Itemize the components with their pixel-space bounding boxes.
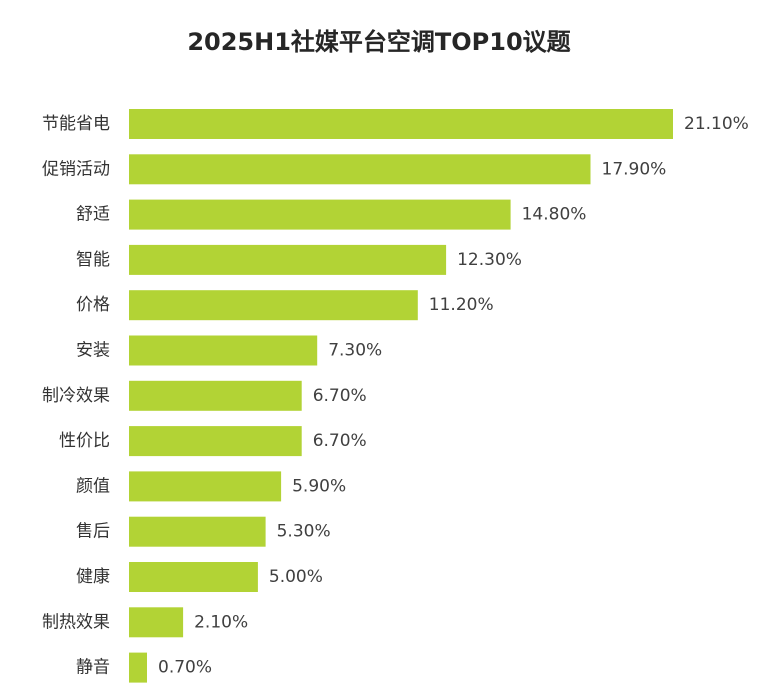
value-label: 5.90% (292, 476, 346, 496)
value-label: 12.30% (457, 250, 522, 270)
chart-title: 2025H1社媒平台空调TOP10议题 (187, 28, 571, 56)
value-label: 2.10% (194, 612, 248, 632)
bar-6 (129, 335, 318, 366)
category-label: 价格 (76, 295, 110, 315)
bar-10 (129, 516, 266, 547)
bar-8 (129, 426, 302, 457)
category-label: 促销活动 (42, 159, 110, 179)
category-label: 制冷效果 (42, 386, 110, 406)
category-label: 舒适 (76, 205, 110, 225)
category-label: 性价比 (59, 431, 110, 451)
value-label: 5.00% (269, 567, 323, 587)
value-label: 6.70% (313, 386, 367, 406)
value-label: 0.70% (158, 658, 212, 678)
category-label: 制热效果 (42, 612, 110, 632)
bar-1 (129, 109, 673, 139)
category-label: 智能 (76, 250, 110, 270)
category-label: 健康 (76, 567, 110, 587)
category-label: 安装 (76, 341, 110, 361)
bar-7 (129, 380, 302, 411)
bar-2 (129, 154, 591, 185)
bar-13 (129, 652, 147, 683)
value-label: 7.30% (328, 341, 382, 361)
bar-5 (129, 290, 418, 321)
value-label: 5.30% (277, 522, 331, 542)
bar-11 (129, 562, 258, 592)
value-label: 11.20% (429, 295, 494, 315)
value-label: 21.10% (684, 114, 749, 134)
category-label: 售后 (76, 522, 110, 542)
category-label: 颜值 (76, 476, 110, 496)
bar-4 (129, 244, 447, 275)
value-label: 17.90% (602, 159, 667, 179)
category-label: 静音 (76, 658, 110, 678)
value-label: 6.70% (313, 431, 367, 451)
bar-12 (129, 607, 184, 638)
bar-9 (129, 471, 282, 502)
bar-3 (129, 199, 511, 230)
value-label: 14.80% (522, 205, 587, 225)
category-label: 节能省电 (42, 114, 110, 134)
